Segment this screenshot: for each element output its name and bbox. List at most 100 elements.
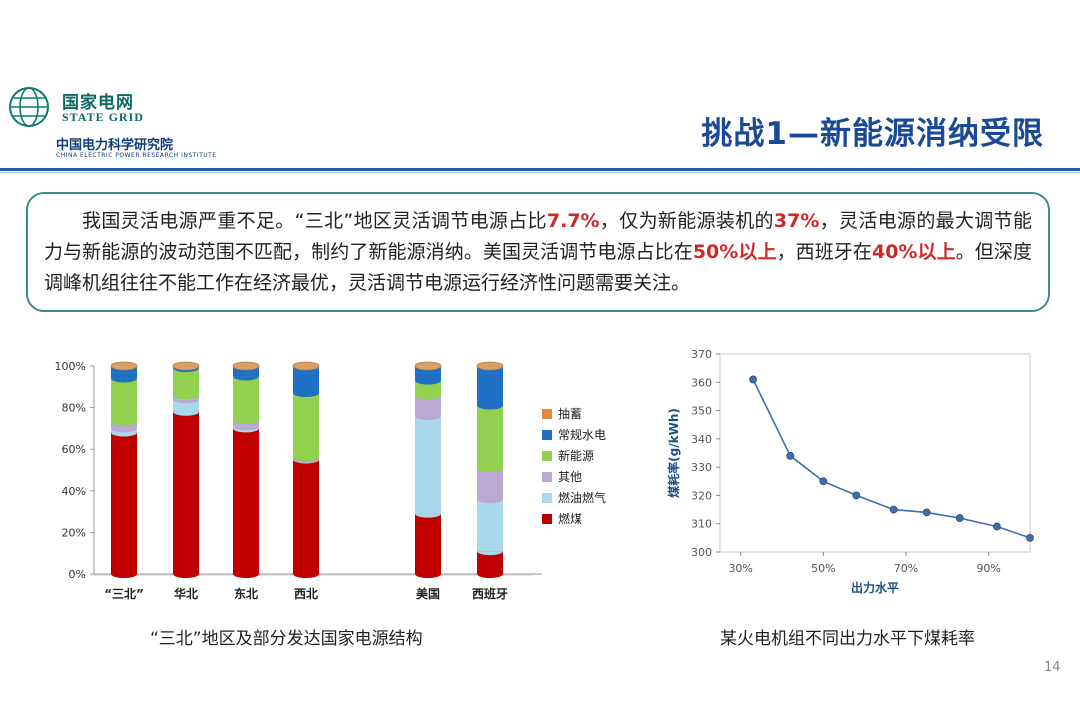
y-tick-label: 310 [691, 518, 712, 531]
summary-text: 我国灵活电源严重不足。“三北”地区灵活调节电源占比7.7%，仅为新能源装机的37… [44, 206, 1032, 299]
x-category-label: 美国 [416, 586, 440, 601]
legend-label: 其他 [558, 470, 582, 484]
bar-segment-base [111, 378, 137, 383]
bar-segment-base [233, 574, 259, 578]
bar-segment-base [293, 457, 319, 462]
slide-title: 挑战1—新能源消纳受限 [701, 116, 1044, 152]
logo-institute-cn: 中国电力科学研究院 [56, 138, 174, 153]
legend-label: 常规水电 [558, 427, 606, 442]
y-tick-label: 100% [55, 360, 86, 373]
bar-segment-base [477, 499, 503, 504]
power-structure-bar-chart: 0% 20% 40% 60% 80% 100% “三北” 华北 东北 西北 美国 西班牙 抽蓄常规水电新… [55, 360, 606, 601]
summary-segment: ，仅为新能源装机的 [599, 210, 774, 232]
bar-segment-base [111, 574, 137, 578]
bar-chart-caption: “三北”地区及部分发达国家电源结构 [150, 629, 423, 649]
legend-swatch [542, 409, 552, 419]
bar-segment [477, 467, 503, 500]
bar-segment-base [415, 380, 441, 385]
bar-segment-base [173, 574, 199, 578]
legend-swatch [542, 493, 552, 503]
x-tick-label: 90% [976, 562, 1000, 575]
bar-segment-base [173, 399, 199, 404]
bar-segment-base [477, 574, 503, 578]
state-grid-logo: 国家电网 STATE GRID 中国电力科学研究院 CHINA ELECTRIC… [8, 84, 238, 164]
bar-segment-base [415, 513, 441, 518]
highlight-spain-share: 40%以上 [871, 241, 956, 263]
bar-segment [233, 428, 259, 574]
header-divider [0, 168, 1080, 171]
bar-segment [477, 405, 503, 468]
bar-segment [111, 378, 137, 423]
y-tick-label: 300 [691, 546, 712, 559]
legend-label: 燃油燃气 [558, 490, 606, 505]
bar-segment-base [477, 467, 503, 472]
bar-segment-base [111, 422, 137, 427]
coal-consumption-line-chart: 300 310 320 330 340 350 360 370 30% 50% 70% 90% 出力水平… [666, 348, 1034, 595]
bar-segment [293, 459, 319, 574]
x-category-label: 西北 [294, 586, 318, 601]
y-tick-label: 60% [62, 443, 86, 456]
state-grid-globe-icon [9, 87, 49, 127]
bar-segment-base [415, 395, 441, 400]
bar-segment [477, 551, 503, 574]
summary-callout: 我国灵活电源严重不足。“三北”地区灵活调节电源占比7.7%，仅为新能源装机的37… [26, 192, 1050, 312]
coal-rate-line [752, 379, 1031, 539]
bar-segment-base [173, 395, 199, 400]
summary-segment: ，西班牙在 [776, 241, 872, 263]
legend-swatch [542, 430, 552, 440]
plot-frame [719, 353, 1031, 553]
bar-segment [415, 380, 441, 396]
bar-cap [476, 361, 504, 371]
bar-cap [414, 361, 442, 371]
bar-segment [173, 368, 199, 396]
y-tick-label: 40% [62, 485, 86, 498]
bar-segment [233, 376, 259, 421]
highlight-us-share: 50%以上 [692, 241, 777, 263]
y-tick-label: 330 [691, 461, 712, 474]
logo-state-grid-cn: 国家电网 [62, 93, 134, 113]
data-point [819, 477, 828, 486]
x-category-label: “三北” [104, 586, 144, 601]
y-tick-label: 80% [62, 402, 86, 415]
bar-cap [172, 361, 200, 371]
logo-state-grid-en: STATE GRID [62, 110, 144, 124]
data-point [786, 451, 795, 460]
bar-segment-base [477, 551, 503, 556]
bar-segment-base [233, 376, 259, 381]
legend-label: 燃煤 [558, 511, 582, 526]
data-point [749, 375, 757, 384]
bar-segment [293, 393, 319, 458]
bar-segment [233, 366, 259, 377]
bar-segment [477, 366, 503, 406]
summary-segment: 我国灵活电源严重不足。“三北”地区灵活调节电源占比 [82, 210, 547, 232]
bar-segment-base [233, 426, 259, 431]
legend-swatch [542, 451, 552, 461]
summary-segment: 。但深度调峰机组往往不能工作在经济最优，灵活调节电源运行经济性问题需要关注。 [44, 241, 1032, 294]
bar-segment-base [415, 415, 441, 420]
bar-segment-base [173, 411, 199, 416]
y-tick-label: 350 [691, 405, 712, 418]
bar-segment [173, 411, 199, 574]
bar-segment [415, 415, 441, 514]
data-point [852, 491, 861, 500]
data-point [955, 514, 964, 522]
x-category-label: 华北 [174, 586, 198, 601]
bar-segment [415, 513, 441, 574]
data-point [993, 522, 1001, 531]
bar-segment-base [293, 393, 319, 398]
y-tick-label: 340 [691, 433, 712, 446]
bar-segment-base [111, 432, 137, 437]
y-tick-label: 360 [691, 376, 712, 389]
bar-segment [111, 432, 137, 574]
x-tick-label: 70% [894, 562, 918, 575]
bar-segment-base [415, 574, 441, 578]
line-chart-caption: 某火电机组不同出力水平下煤耗率 [720, 629, 975, 649]
highlight-renewable-ratio: 37% [773, 210, 820, 232]
bar-segment-base [233, 420, 259, 425]
bar-cap [232, 361, 260, 371]
data-point [889, 505, 898, 514]
y-axis-title: 煤耗率(g/kWh) [666, 408, 681, 498]
x-category-label: 西班牙 [472, 586, 508, 601]
y-tick-label: 0% [69, 568, 86, 581]
y-tick-label: 320 [691, 489, 712, 502]
